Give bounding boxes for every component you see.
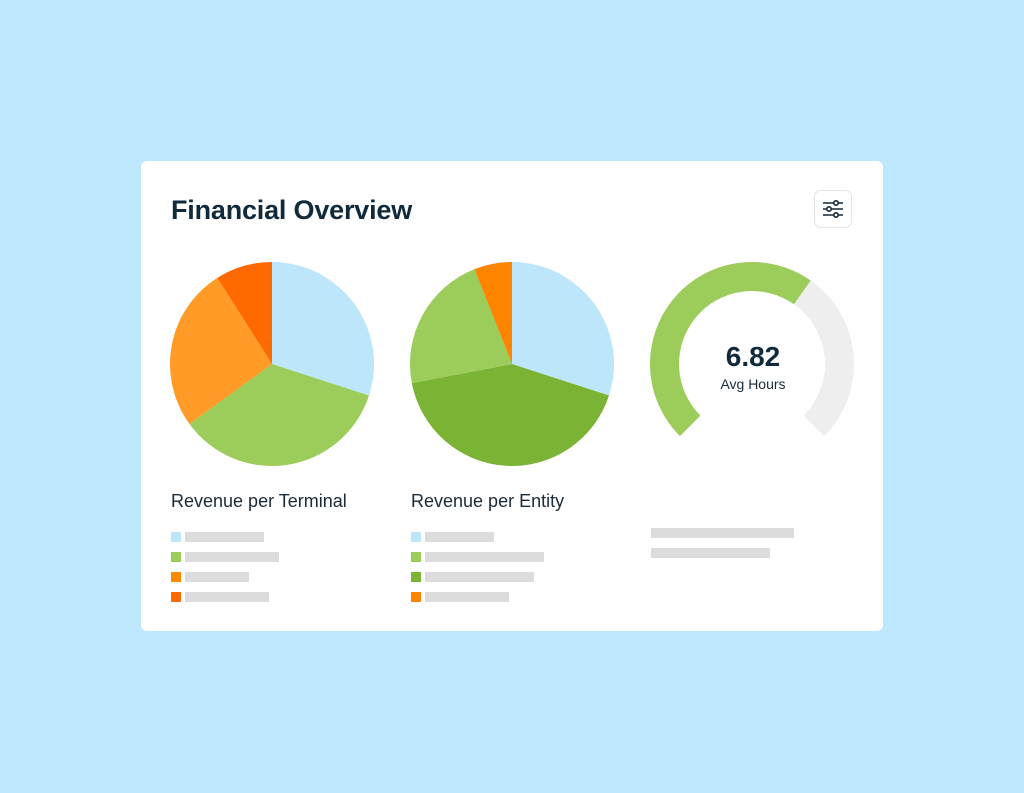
legend-swatch	[171, 592, 181, 602]
revenue-per-terminal-label: Revenue per Terminal	[171, 491, 347, 511]
gauge-value: 6.82	[725, 341, 781, 372]
legend-placeholder	[425, 552, 544, 562]
legend-placeholder	[185, 552, 279, 562]
page-title: Financial Overview	[171, 195, 413, 225]
legend-swatch	[171, 532, 181, 542]
pie-slice	[189, 364, 370, 466]
legend-placeholder	[185, 592, 269, 602]
legend-swatch	[411, 532, 421, 542]
pie-slice	[411, 364, 610, 466]
gauge-placeholder-line	[651, 528, 794, 538]
sliders-icon	[823, 199, 843, 219]
legend-swatch	[411, 572, 421, 582]
legend-swatch	[411, 552, 421, 562]
legend-swatch	[411, 592, 421, 602]
gauge-label: Avg Hours	[720, 376, 786, 392]
pie-slice	[169, 277, 272, 424]
pie-slice	[512, 262, 614, 396]
revenue-per-entity-pie	[410, 262, 614, 466]
pie-slice	[217, 262, 272, 364]
legend-placeholder	[425, 532, 494, 542]
pie-slice	[272, 262, 374, 396]
legend-placeholder	[185, 572, 249, 582]
legend-placeholder	[185, 532, 264, 542]
pie-slice	[474, 262, 512, 364]
legend-placeholder	[425, 572, 534, 582]
legend-placeholder	[425, 592, 509, 602]
revenue-per-entity-label: Revenue per Entity	[411, 491, 565, 511]
financial-overview-card: Financial Overview 6.82 Avg Hours Revenu…	[141, 161, 883, 631]
legend-swatch	[171, 572, 181, 582]
gauge-placeholder-line	[651, 548, 770, 558]
settings-button[interactable]	[814, 190, 852, 228]
avg-hours-gauge	[650, 262, 854, 437]
legend-swatch	[171, 552, 181, 562]
revenue-per-terminal-pie	[169, 262, 374, 466]
pie-slice	[410, 269, 512, 384]
gauge-fill	[650, 262, 811, 437]
